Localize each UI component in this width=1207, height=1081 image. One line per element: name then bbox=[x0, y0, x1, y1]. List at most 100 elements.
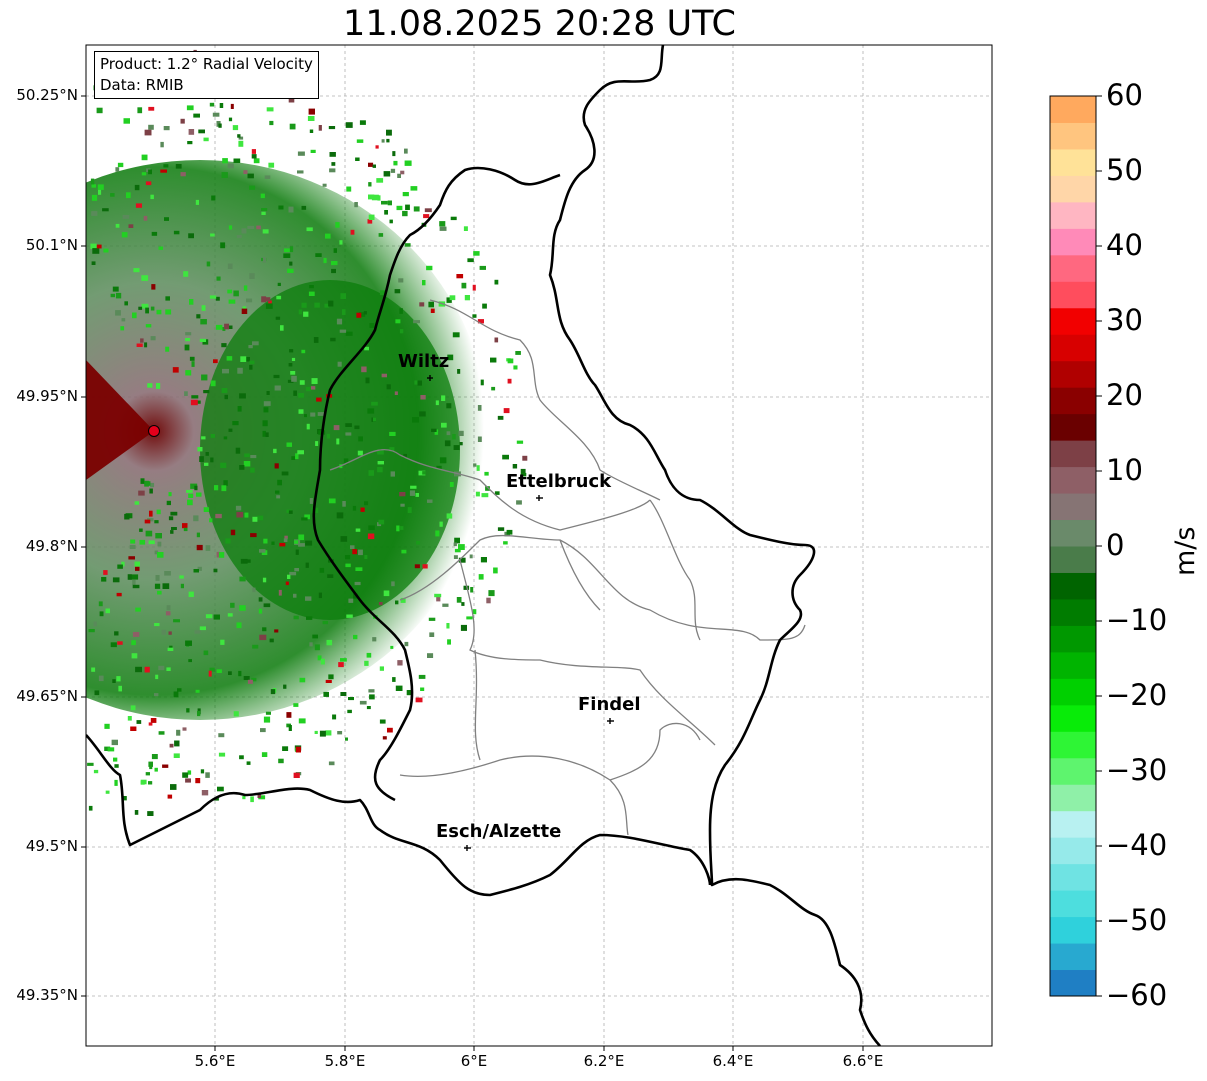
echo-speckle bbox=[226, 356, 233, 361]
echo-speckle bbox=[287, 379, 294, 383]
colorbar-segment bbox=[1050, 704, 1096, 732]
echo-speckle bbox=[392, 677, 396, 682]
echo-speckle bbox=[287, 268, 294, 273]
echo-speckle bbox=[117, 641, 123, 645]
echo-speckle bbox=[367, 533, 375, 540]
echo-speckle bbox=[126, 192, 131, 199]
echo-speckle bbox=[306, 423, 310, 430]
echo-speckle bbox=[446, 623, 450, 629]
echo-speckle bbox=[262, 627, 267, 632]
echo-speckle bbox=[442, 603, 449, 607]
echo-speckle bbox=[103, 570, 108, 575]
echo-speckle bbox=[265, 303, 273, 309]
echo-speckle bbox=[195, 689, 200, 693]
echo-speckle bbox=[288, 725, 292, 731]
colorbar-segment bbox=[1050, 466, 1096, 494]
echo-speckle bbox=[381, 200, 388, 205]
echo-speckle bbox=[262, 420, 268, 427]
echo-speckle bbox=[228, 671, 232, 675]
echo-speckle bbox=[253, 158, 260, 164]
echo-speckle bbox=[227, 263, 233, 269]
echo-speckle bbox=[308, 291, 315, 296]
echo-speckle bbox=[290, 371, 296, 375]
echo-speckle bbox=[506, 529, 513, 535]
lat-tick-label: 49.5°N bbox=[25, 837, 78, 855]
echo-speckle bbox=[450, 216, 457, 221]
echo-speckle bbox=[259, 549, 266, 553]
echo-speckle bbox=[460, 624, 467, 631]
echo-speckle bbox=[211, 195, 216, 201]
echo-speckle bbox=[305, 562, 309, 568]
echo-speckle bbox=[183, 527, 188, 532]
echo-speckle bbox=[337, 731, 343, 735]
echo-speckle bbox=[201, 436, 206, 440]
echo-speckle bbox=[197, 447, 203, 452]
echo-speckle bbox=[217, 786, 224, 792]
echo-speckle bbox=[105, 608, 110, 614]
echo-speckle bbox=[224, 323, 229, 330]
echo-speckle bbox=[297, 151, 305, 156]
echo-speckle bbox=[167, 794, 173, 799]
echo-speckle bbox=[185, 640, 192, 646]
echo-speckle bbox=[449, 482, 454, 487]
echo-speckle bbox=[456, 597, 462, 603]
colorbar-tick-label: −10 bbox=[1106, 603, 1168, 637]
commune-boundaries bbox=[329, 299, 806, 836]
echo-speckle bbox=[196, 532, 200, 538]
echo-speckle bbox=[522, 455, 528, 461]
echo-speckle bbox=[132, 584, 140, 589]
echo-speckle bbox=[447, 354, 454, 361]
echo-speckle bbox=[444, 440, 451, 447]
colorbar-segment bbox=[1050, 572, 1096, 600]
echo-speckle bbox=[399, 329, 404, 334]
echo-speckle bbox=[233, 290, 239, 297]
echo-speckle bbox=[356, 139, 364, 143]
echo-speckle bbox=[357, 450, 363, 456]
echo-speckle bbox=[135, 566, 140, 571]
echo-speckle bbox=[262, 257, 266, 263]
echo-speckle bbox=[186, 489, 193, 493]
echo-red-cone bbox=[86, 360, 154, 480]
echo-speckle bbox=[412, 417, 419, 423]
echo-speckle bbox=[386, 138, 390, 143]
echo-speckle bbox=[262, 577, 267, 583]
echo-speckle bbox=[233, 158, 241, 163]
echo-speckle bbox=[259, 634, 267, 641]
echo-speckle bbox=[378, 233, 384, 237]
echo-speckle bbox=[112, 577, 120, 583]
echo-speckle bbox=[325, 233, 331, 239]
echo-speckle bbox=[298, 718, 306, 724]
echo-speckle bbox=[203, 650, 209, 656]
echo-speckle bbox=[397, 173, 401, 178]
echo-speckle bbox=[227, 289, 233, 294]
echo-speckle bbox=[383, 171, 391, 177]
echo-speckle bbox=[291, 375, 297, 382]
echo-speckle bbox=[110, 293, 115, 298]
echo-speckle bbox=[230, 103, 234, 109]
echo-speckle bbox=[345, 122, 353, 128]
echo-speckle bbox=[304, 514, 310, 520]
echo-speckle bbox=[232, 421, 239, 426]
echo-speckle bbox=[394, 289, 401, 294]
echo-speckle bbox=[378, 519, 385, 525]
echo-speckle bbox=[130, 705, 136, 711]
lat-tick-label: 49.35°N bbox=[16, 986, 78, 1004]
echo-speckle bbox=[233, 711, 239, 717]
echo-speckle bbox=[345, 423, 352, 427]
colorbar-segment bbox=[1050, 969, 1096, 997]
echo-speckle bbox=[186, 708, 190, 713]
echo-speckle bbox=[134, 561, 140, 567]
echo-speckle bbox=[463, 226, 468, 231]
echo-speckle bbox=[258, 608, 263, 614]
echo-speckle bbox=[99, 611, 104, 617]
echo-speckle bbox=[98, 189, 102, 195]
echo-speckle bbox=[299, 677, 306, 683]
echo-speckle bbox=[466, 616, 473, 620]
echo-speckle bbox=[381, 139, 385, 143]
echo-speckle bbox=[387, 200, 392, 206]
echo-speckle bbox=[406, 690, 411, 696]
echo-speckle bbox=[389, 431, 396, 436]
echo-speckle bbox=[288, 363, 293, 367]
echo-speckle bbox=[251, 677, 257, 682]
echo-speckle bbox=[165, 346, 170, 352]
